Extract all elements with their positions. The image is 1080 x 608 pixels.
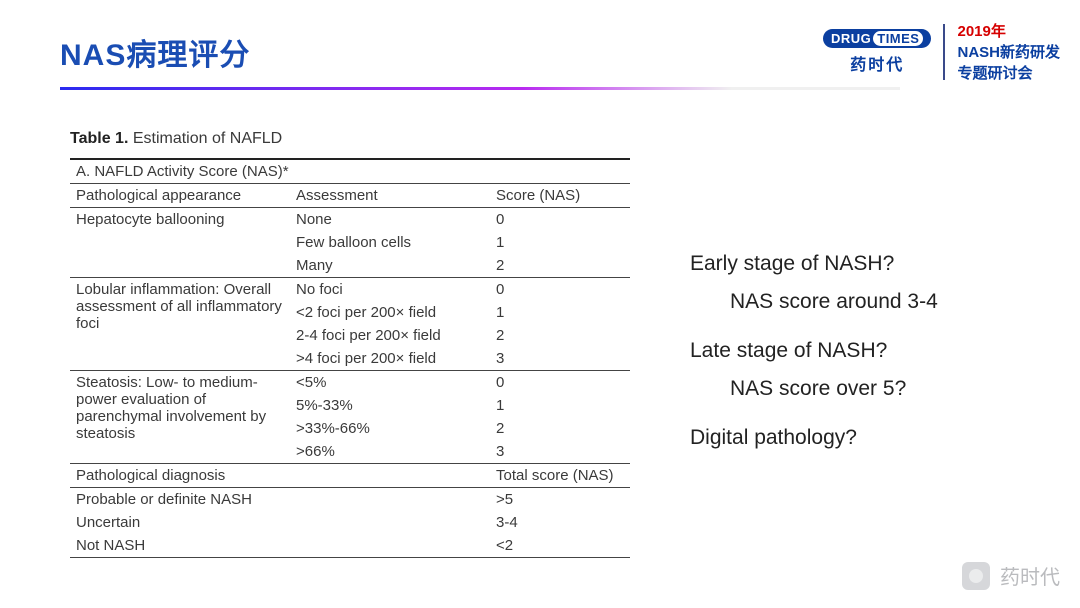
brand-line-2: NASH新药研发 (957, 41, 1060, 62)
group-label: Lobular inflammation: Overall assessment… (70, 278, 290, 371)
title-underline (60, 87, 900, 90)
side-a1: NAS score around 3-4 (730, 286, 938, 318)
diag-header-3: Total score (NAS) (490, 464, 630, 488)
diag-score: >5 (490, 488, 630, 512)
watermark-text: 药时代 (1000, 561, 1060, 590)
assessment-cell: Few balloon cells (290, 231, 490, 254)
side-a2: NAS score over 5? (730, 373, 938, 405)
content-area: Table 1. Estimation of NAFLD A. NAFLD Ac… (0, 90, 1080, 558)
side-q2: Late stage of NASH? (690, 335, 938, 367)
brand-text: 2019年 NASH新药研发 专题研讨会 (957, 20, 1060, 83)
assessment-cell: 5%-33% (290, 394, 490, 417)
diag-score: 3-4 (490, 511, 630, 534)
score-cell: 1 (490, 394, 630, 417)
score-cell: 0 (490, 371, 630, 395)
side-q3: Digital pathology? (690, 422, 938, 454)
score-cell: 1 (490, 231, 630, 254)
logo-subtitle: 药时代 (823, 51, 932, 75)
score-cell: 3 (490, 347, 630, 371)
brand-line-3: 专题研讨会 (957, 62, 1060, 83)
side-q1: Early stage of NASH? (690, 248, 938, 280)
brand-divider (943, 24, 945, 80)
score-cell: 2 (490, 254, 630, 278)
col-header-1: Pathological appearance (70, 184, 290, 208)
assessment-cell: >33%-66% (290, 417, 490, 440)
diag-label: Probable or definite NASH (70, 488, 490, 512)
logo-word-1: DRUG (831, 31, 871, 46)
table-caption: Table 1. Estimation of NAFLD (70, 130, 630, 148)
diag-label: Not NASH (70, 534, 490, 558)
logo-word-2: TIMES (873, 31, 923, 46)
side-notes: Early stage of NASH? NAS score around 3-… (690, 230, 938, 558)
group-label: Hepatocyte ballooning (70, 208, 290, 278)
nafld-table: A. NAFLD Activity Score (NAS)* Pathologi… (70, 158, 630, 558)
score-cell: 2 (490, 324, 630, 347)
section-a-heading: A. NAFLD Activity Score (NAS)* (70, 159, 630, 184)
wechat-icon (962, 562, 990, 590)
group-label: Steatosis: Low- to medium-power evaluati… (70, 371, 290, 464)
assessment-cell: 2-4 foci per 200× field (290, 324, 490, 347)
assessment-cell: <5% (290, 371, 490, 395)
assessment-cell: <2 foci per 200× field (290, 301, 490, 324)
col-header-2: Assessment (290, 184, 490, 208)
logo: DRUGTIMES 药时代 (823, 29, 932, 75)
logo-pill: DRUGTIMES (823, 29, 932, 48)
score-cell: 3 (490, 440, 630, 464)
score-cell: 2 (490, 417, 630, 440)
assessment-cell: >66% (290, 440, 490, 464)
assessment-cell: Many (290, 254, 490, 278)
slide-header: NAS病理评分 DRUGTIMES 药时代 2019年 NASH新药研发 专题研… (0, 0, 1080, 90)
table-container: Table 1. Estimation of NAFLD A. NAFLD Ac… (70, 130, 630, 558)
score-cell: 0 (490, 208, 630, 232)
score-cell: 0 (490, 278, 630, 302)
assessment-cell: None (290, 208, 490, 232)
assessment-cell: >4 foci per 200× field (290, 347, 490, 371)
watermark: 药时代 (962, 561, 1060, 590)
score-cell: 1 (490, 301, 630, 324)
diag-score: <2 (490, 534, 630, 558)
diag-label: Uncertain (70, 511, 490, 534)
assessment-cell: No foci (290, 278, 490, 302)
col-header-3: Score (NAS) (490, 184, 630, 208)
diag-header-1: Pathological diagnosis (70, 464, 490, 488)
table-caption-number: Table 1. (70, 130, 128, 147)
corner-brand: DRUGTIMES 药时代 2019年 NASH新药研发 专题研讨会 (823, 20, 1060, 83)
table-caption-text: Estimation of NAFLD (128, 130, 282, 147)
brand-year: 2019年 (957, 20, 1060, 41)
